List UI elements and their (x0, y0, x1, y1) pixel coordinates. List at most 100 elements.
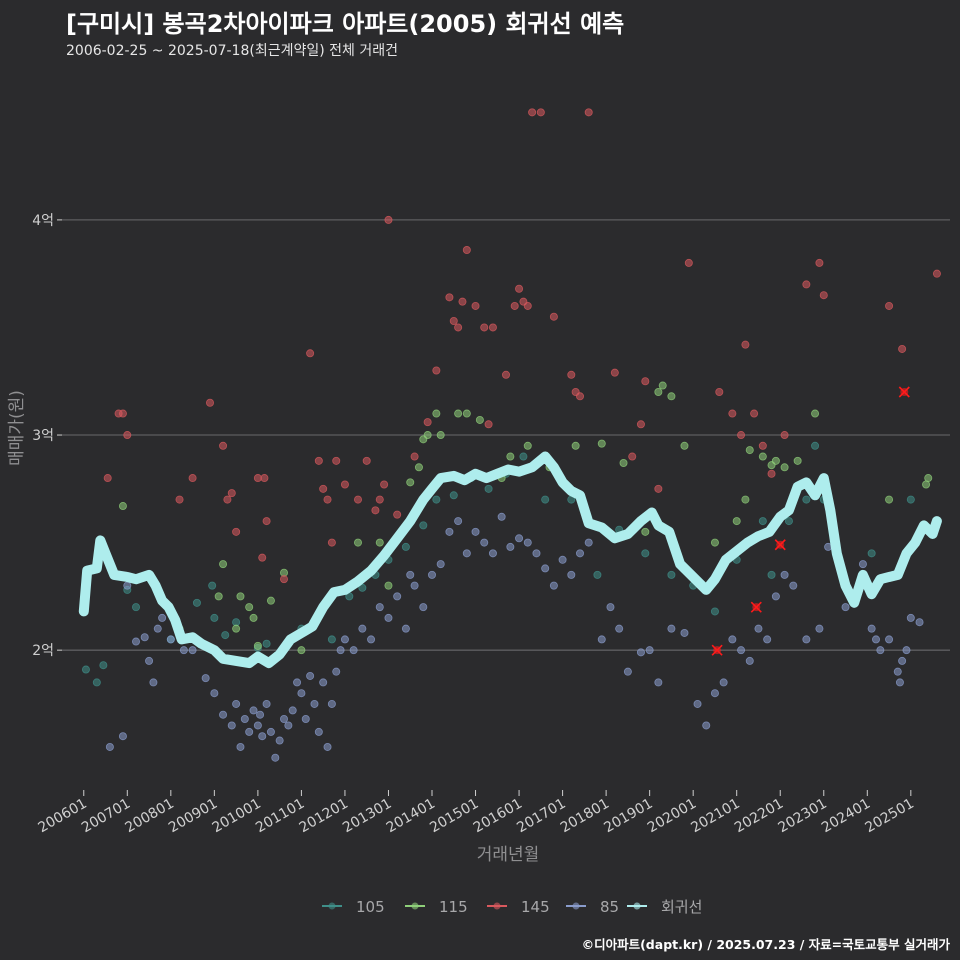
data-point-105 (767, 570, 776, 579)
grid-layer (62, 219, 950, 651)
data-point-145 (393, 510, 402, 519)
data-point-85 (153, 624, 162, 633)
x-tick-label: 202301 (775, 796, 829, 837)
data-point-145 (123, 431, 132, 440)
data-point-145 (462, 246, 471, 255)
data-point-85 (754, 624, 763, 633)
data-point-85 (915, 618, 924, 627)
data-point-115 (654, 388, 663, 397)
data-point-105 (593, 570, 602, 579)
data-point-115 (423, 431, 432, 440)
data-point-115 (214, 592, 223, 601)
data-point-105 (419, 521, 428, 530)
data-point-145 (323, 495, 332, 504)
data-point-105 (758, 517, 767, 526)
data-point-85 (693, 699, 702, 708)
data-point-105 (92, 678, 101, 687)
x-axis-label: 거래년월 (477, 845, 540, 865)
x-tick-label: 200901 (166, 796, 220, 837)
data-point-145 (484, 420, 493, 429)
data-point-115 (432, 409, 441, 418)
data-point-85 (301, 715, 310, 724)
data-point-115 (680, 441, 689, 450)
data-point-85 (319, 678, 328, 687)
data-point-105 (867, 549, 876, 558)
data-point-85 (885, 635, 894, 644)
data-point-145 (528, 108, 537, 117)
data-point-85 (410, 581, 419, 590)
data-point-85 (140, 633, 149, 642)
x-tick-label: 201801 (558, 796, 612, 837)
x-tick-label: 202401 (819, 796, 873, 837)
data-point-85 (558, 555, 567, 564)
data-point-85 (275, 736, 284, 745)
data-point-115 (780, 463, 789, 472)
data-point-145 (449, 317, 458, 326)
data-point-85 (314, 727, 323, 736)
data-point-115 (375, 538, 384, 547)
data-point-145 (510, 301, 519, 310)
data-point-85 (549, 581, 558, 590)
data-point-85 (667, 624, 676, 633)
x-tick-label: 202501 (863, 796, 917, 837)
data-point-115 (406, 478, 415, 487)
highlight-marker (750, 601, 762, 613)
data-point-85 (802, 635, 811, 644)
regression-line (78, 451, 942, 669)
data-point-115 (454, 409, 463, 418)
data-point-85 (406, 570, 415, 579)
data-point-85 (284, 721, 293, 730)
legend-item-105: 105 (322, 898, 385, 916)
data-point-85 (427, 570, 436, 579)
data-point-85 (898, 656, 907, 665)
data-point-85 (236, 742, 245, 751)
data-point-105 (449, 491, 458, 500)
data-point-85 (902, 646, 911, 655)
data-point-85 (419, 603, 428, 612)
data-point-145 (410, 452, 419, 461)
data-point-145 (480, 323, 489, 332)
data-point-145 (232, 527, 241, 536)
data-point-85 (763, 635, 772, 644)
data-point-145 (488, 323, 497, 332)
data-point-145 (258, 553, 267, 562)
data-point-145 (523, 301, 532, 310)
data-point-115 (245, 603, 254, 612)
legend: 105 115 145 85 회귀선 (322, 898, 702, 916)
data-point-145 (384, 215, 393, 224)
data-point-85 (105, 742, 114, 751)
data-point-85 (336, 646, 345, 655)
data-point-85 (506, 542, 515, 551)
data-point-145 (332, 456, 341, 465)
data-point-85 (645, 646, 654, 655)
data-point-145 (628, 452, 637, 461)
legend-item-145: 145 (487, 898, 550, 916)
data-point-85 (728, 635, 737, 644)
data-point-85 (780, 570, 789, 579)
data-point-145 (515, 284, 524, 293)
data-point-145 (885, 301, 894, 310)
data-point-85 (293, 678, 302, 687)
data-point-105 (192, 598, 201, 607)
data-point-85 (471, 527, 480, 536)
data-point-115 (253, 641, 262, 650)
data-point-85 (771, 592, 780, 601)
data-point-85 (606, 603, 615, 612)
data-point-145 (715, 388, 724, 397)
scatter-points (81, 108, 941, 762)
data-point-145 (471, 301, 480, 310)
data-point-85 (719, 678, 728, 687)
x-tick-label: 202201 (732, 796, 786, 837)
data-point-145 (306, 349, 315, 358)
data-point-85 (332, 667, 341, 676)
chart-subtitle: 2006-02-25 ~ 2025-07-18(최근계약일) 전체 거래건 (66, 43, 398, 59)
data-point-145 (223, 495, 232, 504)
data-point-85 (815, 624, 824, 633)
highlight-markers (711, 386, 910, 656)
data-point-145 (636, 420, 645, 429)
data-point-145 (262, 517, 271, 526)
data-point-105 (432, 495, 441, 504)
data-point-145 (536, 108, 545, 117)
data-point-115 (232, 624, 241, 633)
